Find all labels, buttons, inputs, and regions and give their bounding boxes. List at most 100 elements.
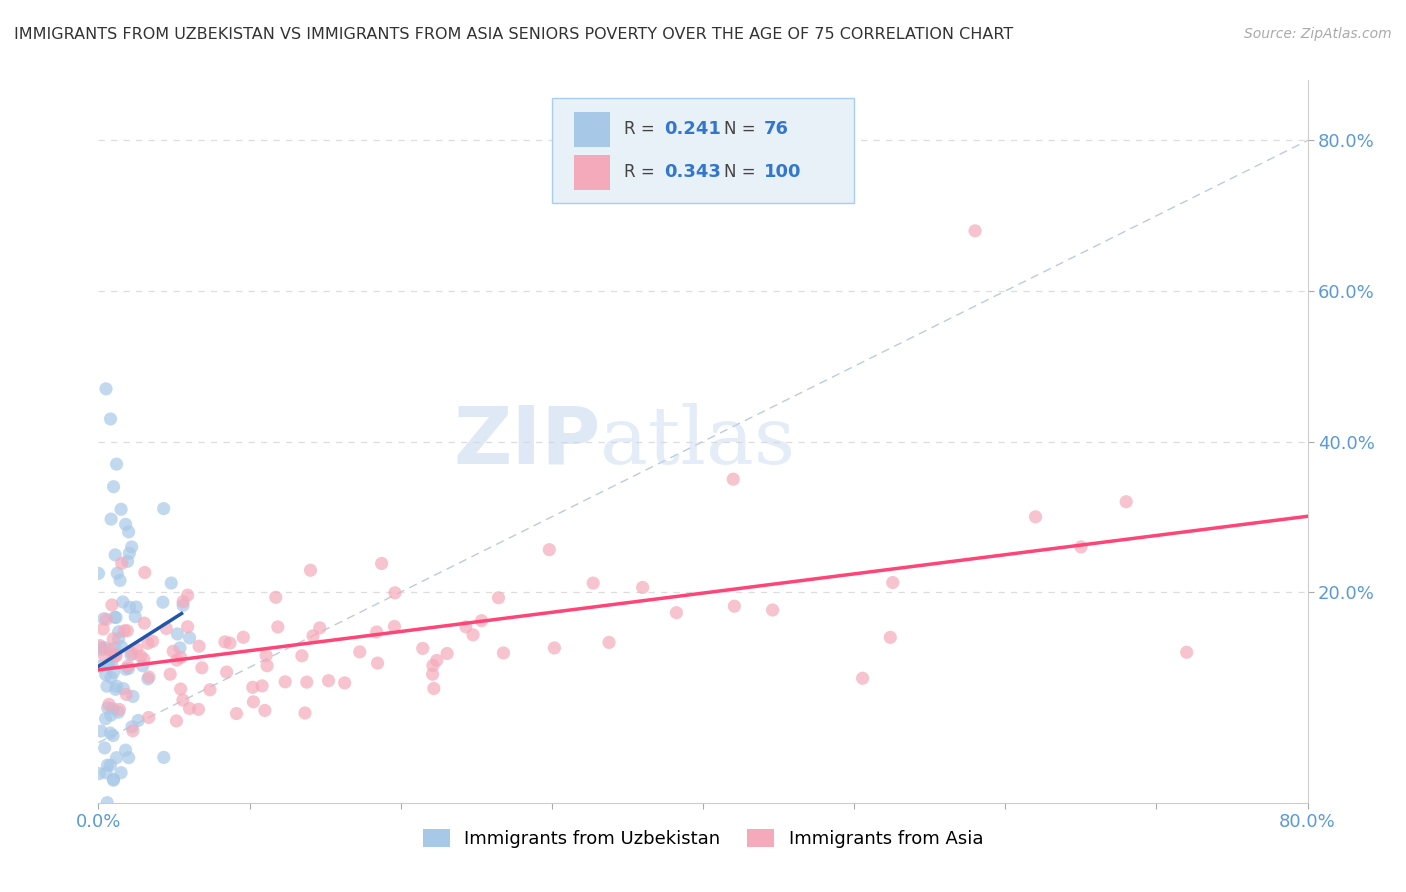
Point xyxy=(436,647,458,661)
Point xyxy=(98,726,121,740)
Point xyxy=(127,714,149,728)
Point xyxy=(172,595,194,609)
Point xyxy=(136,672,159,686)
Text: 0.343: 0.343 xyxy=(664,163,721,181)
Point xyxy=(100,708,122,723)
Point xyxy=(91,642,114,657)
Point xyxy=(136,636,159,650)
Point xyxy=(267,620,290,634)
Point xyxy=(129,649,152,664)
Point xyxy=(107,624,129,639)
Text: 0.241: 0.241 xyxy=(664,120,721,138)
Point xyxy=(454,620,477,634)
Point xyxy=(1175,645,1198,659)
Point xyxy=(152,595,174,609)
Point xyxy=(110,765,132,780)
Point xyxy=(118,750,141,764)
Point xyxy=(132,658,155,673)
Point xyxy=(242,695,264,709)
Point xyxy=(110,502,132,516)
FancyBboxPatch shape xyxy=(551,98,855,203)
Point xyxy=(1024,509,1046,524)
Point xyxy=(253,703,276,717)
Point xyxy=(172,693,194,707)
Point xyxy=(179,701,201,715)
Point xyxy=(256,658,278,673)
Point xyxy=(93,612,115,626)
Point xyxy=(100,412,122,426)
Point xyxy=(461,628,484,642)
Point xyxy=(108,702,131,716)
Point xyxy=(97,658,120,673)
Point xyxy=(153,750,176,764)
Point xyxy=(104,640,127,655)
Point xyxy=(264,591,287,605)
Point xyxy=(117,554,139,568)
Point xyxy=(367,656,389,670)
Point xyxy=(155,622,177,636)
Point xyxy=(291,648,314,663)
Point xyxy=(112,681,135,696)
Point xyxy=(333,676,356,690)
Point xyxy=(1070,540,1092,554)
Point xyxy=(100,657,122,671)
Point xyxy=(94,712,117,726)
Point xyxy=(103,772,125,787)
Point xyxy=(299,563,322,577)
Point xyxy=(169,681,191,696)
Point xyxy=(107,705,129,719)
Point xyxy=(762,603,785,617)
Point xyxy=(93,648,115,663)
Point xyxy=(121,723,143,738)
Point xyxy=(103,665,125,680)
Text: 76: 76 xyxy=(763,120,789,138)
Point xyxy=(426,653,449,667)
Point xyxy=(882,575,904,590)
Point xyxy=(104,648,127,662)
Text: N =: N = xyxy=(724,163,761,181)
Point xyxy=(96,796,118,810)
Point xyxy=(117,659,139,673)
Point xyxy=(87,766,110,780)
Point xyxy=(101,598,124,612)
Point xyxy=(170,650,193,665)
Point xyxy=(125,642,148,657)
Point xyxy=(166,627,188,641)
Point xyxy=(122,690,145,704)
Point xyxy=(166,714,188,728)
Point xyxy=(366,625,388,640)
Point xyxy=(107,632,129,646)
Point xyxy=(308,621,330,635)
Point xyxy=(172,599,194,613)
Point xyxy=(250,679,273,693)
Point xyxy=(87,566,110,581)
Point xyxy=(965,224,987,238)
Point xyxy=(91,622,114,636)
Point xyxy=(110,640,132,654)
Text: R =: R = xyxy=(624,120,661,138)
Point xyxy=(94,382,117,396)
Point xyxy=(318,673,340,688)
Point xyxy=(852,671,875,685)
Point xyxy=(598,635,620,649)
Point xyxy=(274,674,297,689)
Point xyxy=(118,600,141,615)
Point xyxy=(215,665,238,679)
Point xyxy=(97,701,120,715)
Point xyxy=(108,574,131,588)
Point xyxy=(103,632,125,646)
Point xyxy=(423,681,446,696)
Point xyxy=(94,667,117,681)
Point xyxy=(225,706,247,721)
Point xyxy=(723,599,745,614)
Point xyxy=(124,609,146,624)
Point xyxy=(191,661,214,675)
Point xyxy=(115,687,138,701)
Point xyxy=(97,698,120,712)
Text: ZIP: ZIP xyxy=(453,402,600,481)
Point xyxy=(118,524,141,539)
Point xyxy=(492,646,515,660)
Point xyxy=(112,624,135,638)
Text: atlas: atlas xyxy=(600,402,796,481)
Point xyxy=(94,640,117,655)
